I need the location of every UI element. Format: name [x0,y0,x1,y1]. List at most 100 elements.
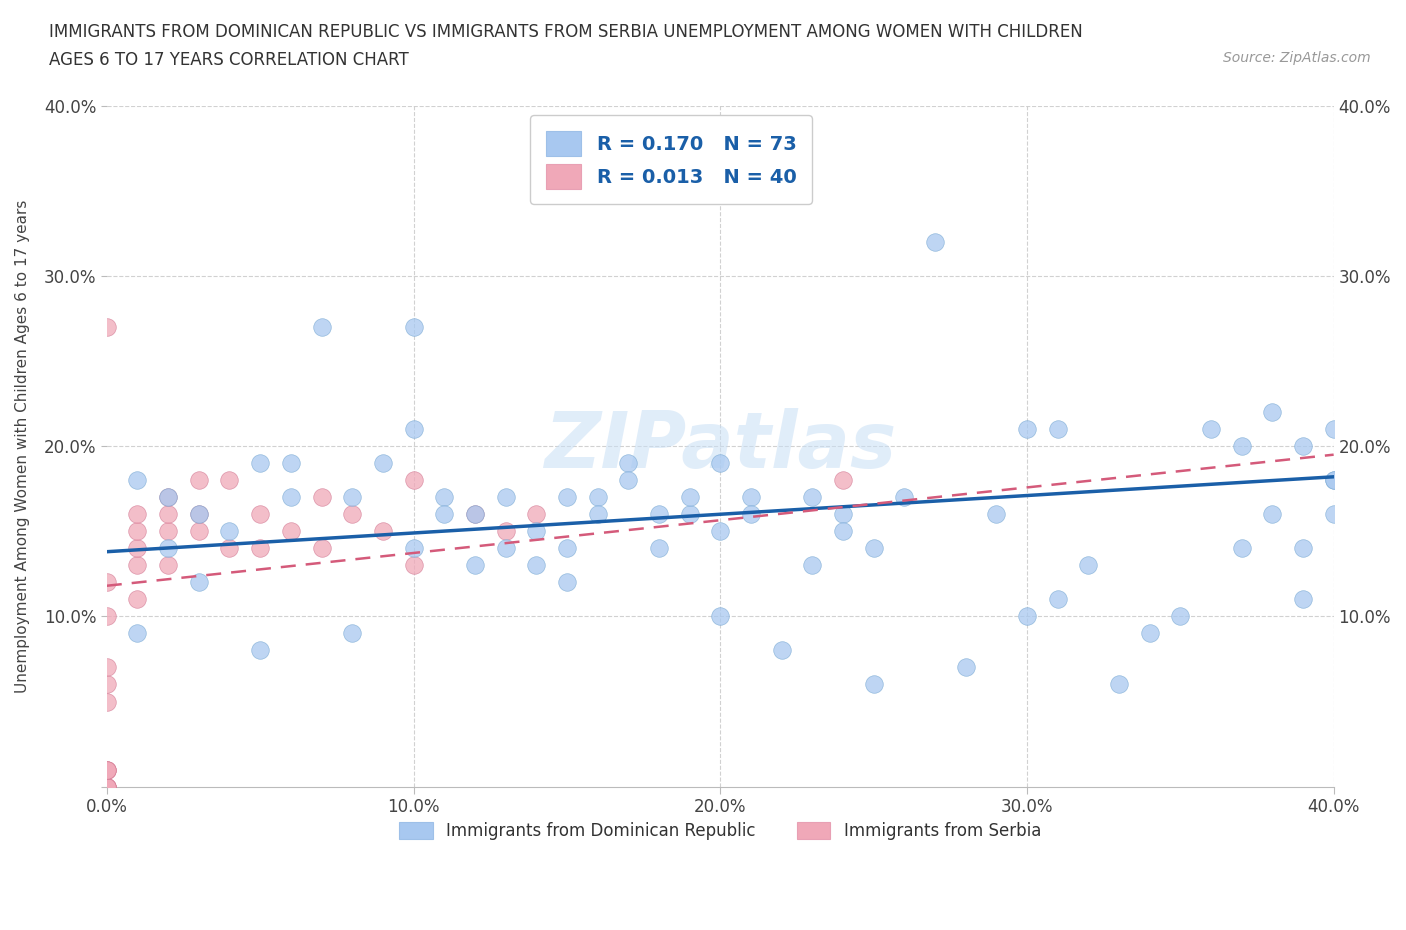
Point [249,507,271,522]
Legend: Immigrants from Dominican Republic, Immigrants from Serbia: Immigrants from Dominican Republic, Immi… [392,815,1047,846]
Point [464,507,486,522]
Point [648,507,671,522]
Point [862,677,884,692]
Point [311,490,333,505]
Point [555,490,578,505]
Point [464,507,486,522]
Point [832,524,855,538]
Point [464,558,486,573]
Point [311,320,333,335]
Point [157,524,180,538]
Point [218,472,240,487]
Point [127,558,149,573]
Point [678,490,700,505]
Point [1046,591,1069,606]
Point [218,541,240,556]
Point [96,763,118,777]
Point [340,490,363,505]
Point [1323,472,1346,487]
Point [524,558,547,573]
Point [1261,507,1284,522]
Point [1292,541,1315,556]
Point [709,456,731,471]
Point [648,541,671,556]
Point [280,524,302,538]
Point [96,609,118,624]
Point [187,507,209,522]
Point [96,575,118,590]
Point [96,779,118,794]
Text: Source: ZipAtlas.com: Source: ZipAtlas.com [1223,51,1371,65]
Point [1230,541,1253,556]
Point [127,472,149,487]
Point [127,524,149,538]
Point [157,490,180,505]
Point [433,490,456,505]
Point [96,779,118,794]
Text: IMMIGRANTS FROM DOMINICAN REPUBLIC VS IMMIGRANTS FROM SERBIA UNEMPLOYMENT AMONG : IMMIGRANTS FROM DOMINICAN REPUBLIC VS IM… [49,23,1083,41]
Point [740,490,762,505]
Point [311,541,333,556]
Y-axis label: Unemployment Among Women with Children Ages 6 to 17 years: Unemployment Among Women with Children A… [15,199,30,693]
Point [770,643,793,658]
Point [1108,677,1130,692]
Point [402,320,425,335]
Point [1015,609,1038,624]
Point [157,490,180,505]
Point [586,507,609,522]
Point [617,456,640,471]
Point [1261,405,1284,419]
Point [1292,439,1315,454]
Point [218,524,240,538]
Point [249,456,271,471]
Point [157,541,180,556]
Point [157,507,180,522]
Point [96,694,118,709]
Point [96,779,118,794]
Point [524,507,547,522]
Point [340,626,363,641]
Point [1199,421,1222,436]
Point [280,456,302,471]
Point [801,558,824,573]
Point [955,660,977,675]
Point [1168,609,1191,624]
Point [187,507,209,522]
Point [495,524,517,538]
Point [801,490,824,505]
Point [893,490,915,505]
Point [402,541,425,556]
Point [1015,421,1038,436]
Point [617,472,640,487]
Point [986,507,1008,522]
Point [709,609,731,624]
Point [371,456,394,471]
Point [495,541,517,556]
Point [96,660,118,675]
Point [678,507,700,522]
Point [402,472,425,487]
Point [371,524,394,538]
Point [127,591,149,606]
Point [157,558,180,573]
Point [249,643,271,658]
Point [96,779,118,794]
Point [433,507,456,522]
Point [555,575,578,590]
Point [555,541,578,556]
Point [1230,439,1253,454]
Point [740,507,762,522]
Point [1139,626,1161,641]
Point [96,677,118,692]
Point [1323,472,1346,487]
Point [1323,421,1346,436]
Point [96,320,118,335]
Point [187,472,209,487]
Point [340,507,363,522]
Point [709,524,731,538]
Point [96,763,118,777]
Text: ZIPatlas: ZIPatlas [544,408,897,485]
Point [832,507,855,522]
Point [402,558,425,573]
Point [127,541,149,556]
